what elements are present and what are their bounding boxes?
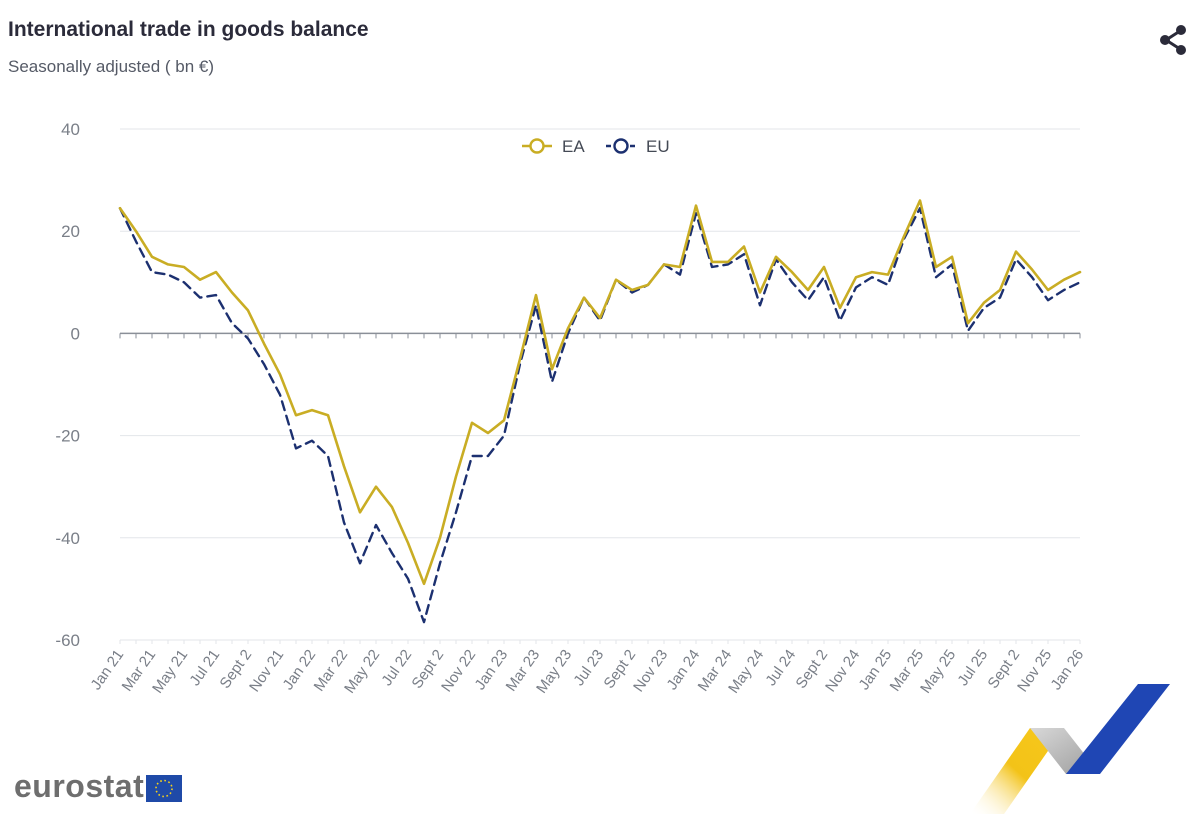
x-tick-label: Nov 24 <box>822 647 863 696</box>
series-line-ea <box>118 199 1082 586</box>
share-icon <box>1160 25 1186 55</box>
x-tick-label: Nov 23 <box>630 647 671 696</box>
y-tick-label: -20 <box>55 427 80 446</box>
y-tick-label: 0 <box>71 324 80 343</box>
logo-text: eurostat <box>14 768 145 804</box>
x-tick-label: Nov 21 <box>246 647 287 696</box>
legend-label-eu: EU <box>646 137 670 156</box>
chart-title: International trade in goods balance <box>8 18 369 41</box>
chart-subtitle: Seasonally adjusted ( bn €) <box>8 57 215 76</box>
y-tick-label: -40 <box>55 529 80 548</box>
series-line-eu <box>118 206 1082 624</box>
decorative-ribbon-graphic <box>970 684 1170 814</box>
y-tick-label: 40 <box>61 120 80 139</box>
legend-marker-ea <box>529 138 545 154</box>
y-tick-label: -60 <box>55 631 80 650</box>
eurostat-logo: eurostat <box>14 768 183 805</box>
legend-marker-eu <box>613 138 629 154</box>
x-tick-label: Nov 22 <box>438 647 479 696</box>
legend-label-ea: EA <box>562 137 585 156</box>
y-tick-label: 20 <box>61 222 80 241</box>
eu-flag-icon <box>146 775 183 802</box>
share-button[interactable] <box>1156 22 1192 58</box>
